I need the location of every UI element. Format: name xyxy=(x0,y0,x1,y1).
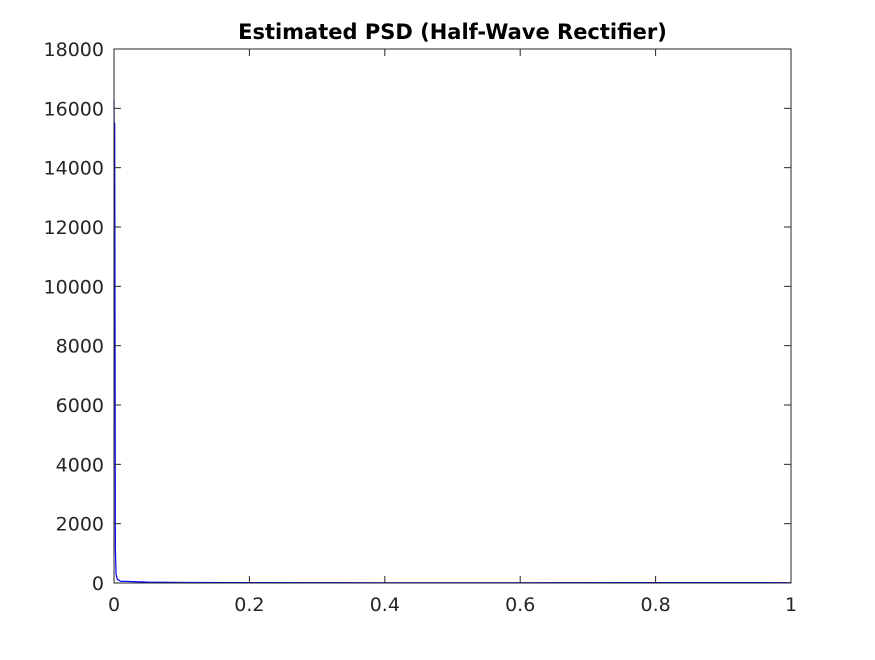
x-tick-label: 0.6 xyxy=(505,594,535,616)
y-tick-label: 14000 xyxy=(44,158,104,180)
y-tick-label: 8000 xyxy=(56,336,104,358)
y-tick-label: 0 xyxy=(92,573,104,595)
y-tick-label: 16000 xyxy=(44,98,104,120)
plot-area xyxy=(114,49,791,583)
x-tick-label: 0.8 xyxy=(640,594,670,616)
y-tick-label: 18000 xyxy=(44,39,104,61)
y-tick-label: 10000 xyxy=(44,276,104,298)
y-tick-label: 12000 xyxy=(44,217,104,239)
y-tick-label: 6000 xyxy=(56,395,104,417)
x-tick-label: 0.4 xyxy=(370,594,400,616)
chart-title: Estimated PSD (Half-Wave Rectifier) xyxy=(238,20,667,44)
x-tick-label: 1 xyxy=(785,594,797,616)
axes-layer: 0 0.2 0.4 0.6 0.8 1 0 2000 4000 6000 8000 10000 1200… xyxy=(44,39,798,616)
x-tick-label: 0 xyxy=(108,594,120,616)
y-tick-label: 4000 xyxy=(56,454,104,476)
x-tick-label: 0.2 xyxy=(234,594,264,616)
axes-box xyxy=(113,48,792,584)
y-tick-label: 2000 xyxy=(56,514,104,536)
